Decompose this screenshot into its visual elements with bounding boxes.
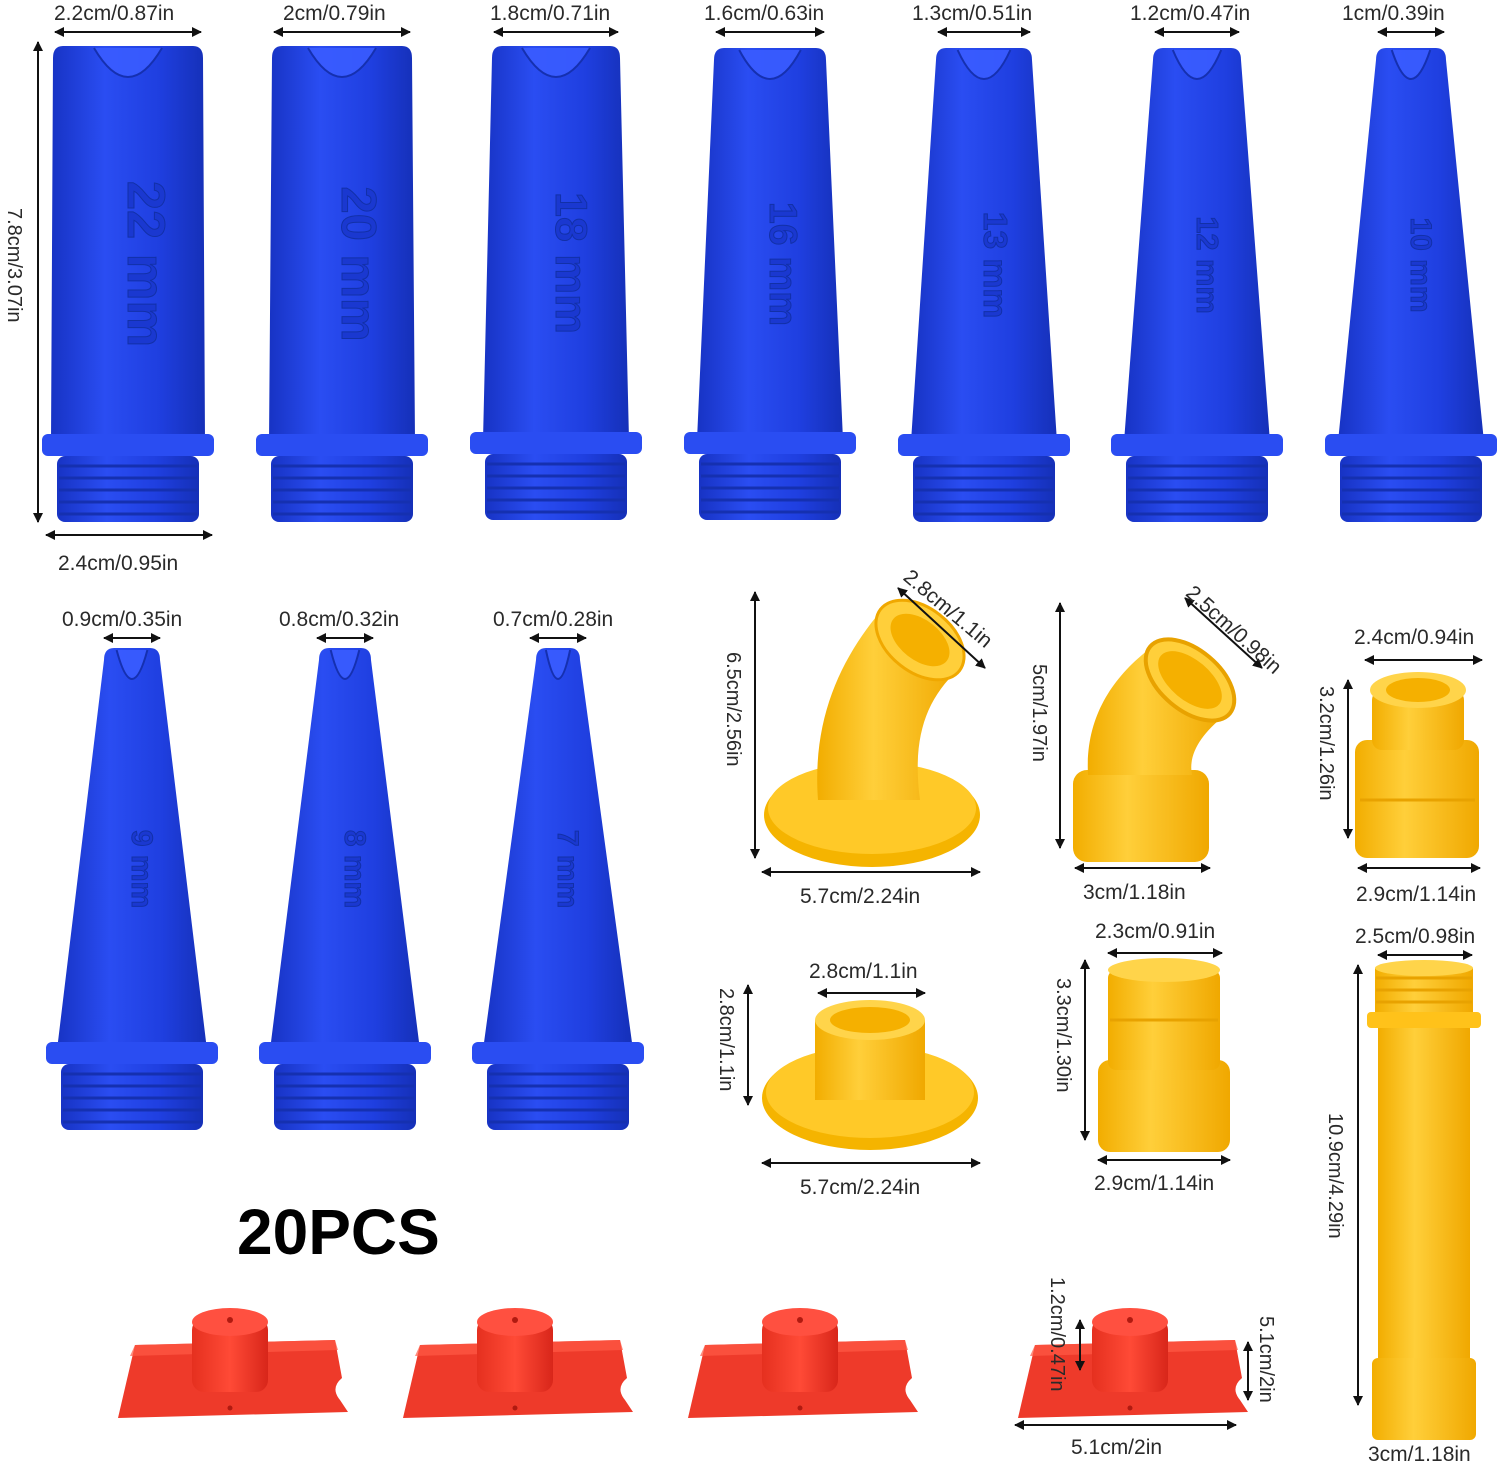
nozzle-size-engraving: 10 mm xyxy=(1404,217,1437,312)
elbow-large-height-label: 6.5cm/2.56in xyxy=(722,652,744,767)
nozzle-18-width-label: 1.8cm/0.71in xyxy=(490,2,611,25)
nozzle-base-label: 2.4cm/0.95in xyxy=(58,552,179,575)
flange-base-label: 5.7cm/2.24in xyxy=(800,1176,921,1199)
nozzle-size-engraving: 12 mm xyxy=(1190,216,1225,314)
nozzle-size-engraving: 18 mm xyxy=(546,192,596,334)
nozzle-12-width-label: 1.2cm/0.47in xyxy=(1130,2,1251,25)
blue-nozzle-2: 20 mm xyxy=(256,27,428,522)
nozzle-8-width-label: 0.8cm/0.32in xyxy=(279,608,400,631)
flange-height-label: 2.8cm/1.1in xyxy=(715,988,737,1092)
blue-nozzle-row2-1: 9 mm xyxy=(46,648,218,1130)
quantity-badge: 20PCS xyxy=(237,1196,440,1268)
adapter-top-label: 2.4cm/0.94in xyxy=(1354,626,1475,649)
coupler-height-label: 3.3cm/1.30in xyxy=(1052,978,1074,1093)
yellow-adapter xyxy=(1355,672,1479,858)
nozzle-size-engraving: 22 mm xyxy=(116,181,175,347)
red-cap-1 xyxy=(118,1308,348,1418)
coupler-base-label: 2.9cm/1.14in xyxy=(1094,1172,1215,1195)
yellow-coupler xyxy=(1098,958,1230,1152)
nozzle-size-engraving: 16 mm xyxy=(761,202,804,326)
blue-nozzle-3: 18 mm xyxy=(470,27,642,520)
blue-nozzle-1: 22 mm xyxy=(42,27,214,522)
red-cap-2 xyxy=(403,1308,633,1418)
nozzle-height-label: 7.8cm/3.07in xyxy=(3,208,25,323)
red-cap-3 xyxy=(688,1308,918,1418)
tube-height-label: 10.9cm/4.29in xyxy=(1324,1113,1346,1239)
nozzle-10-width-label: 1cm/0.39in xyxy=(1342,2,1445,25)
cap-height-label: 1.2cm/0.47in xyxy=(1046,1277,1068,1392)
blue-nozzle-4: 16 mm xyxy=(684,27,856,520)
elbow-large-top-arrow xyxy=(897,587,986,669)
blue-nozzle-7: 10 mm xyxy=(1325,27,1497,522)
nozzle-22-width-label: 2.2cm/0.87in xyxy=(54,2,175,25)
blue-nozzles-row1: 22 mm 20 mm 18 mm 16 mm 13 mm 12 mm 10 mm xyxy=(42,27,1497,522)
blue-nozzle-row2-3: 7 mm xyxy=(472,648,644,1130)
yellow-tube xyxy=(1367,960,1481,1440)
nozzle-16-width-label: 1.6cm/0.63in xyxy=(704,2,825,25)
nozzle-size-engraving: 7 mm xyxy=(551,830,584,908)
nozzle-size-engraving: 13 mm xyxy=(976,212,1013,318)
blue-nozzle-6: 12 mm xyxy=(1111,27,1283,522)
yellow-elbow-small xyxy=(1073,637,1237,862)
nozzle-7-width-label: 0.7cm/0.28in xyxy=(493,608,614,631)
tube-base-label: 3cm/1.18in xyxy=(1368,1443,1471,1466)
nozzle-size-engraving: 9 mm xyxy=(125,830,158,908)
elbow-large-base-label: 5.7cm/2.24in xyxy=(800,885,921,908)
nozzle-size-engraving: 8 mm xyxy=(338,830,371,908)
yellow-elbow-large xyxy=(764,598,980,867)
elbow-small-top-arrow xyxy=(1184,597,1263,669)
nozzle-9-width-label: 0.9cm/0.35in xyxy=(62,608,183,631)
cap-depth-label: 5.1cm/2in xyxy=(1255,1316,1277,1403)
nozzle-13-width-label: 1.3cm/0.51in xyxy=(912,2,1033,25)
red-caps xyxy=(118,1308,1248,1418)
blue-nozzle-row2-2: 8 mm xyxy=(259,648,431,1130)
yellow-flange xyxy=(762,1000,978,1150)
elbow-small-base-label: 3cm/1.18in xyxy=(1083,881,1186,904)
coupler-top-label: 2.3cm/0.91in xyxy=(1095,920,1216,943)
tube-top-label: 2.5cm/0.98in xyxy=(1355,925,1476,948)
nozzle-20-width-label: 2cm/0.79in xyxy=(283,2,386,25)
elbow-small-height-label: 5cm/1.97in xyxy=(1028,664,1050,762)
blue-nozzle-5: 13 mm xyxy=(898,27,1070,522)
nozzle-size-engraving: 20 mm xyxy=(331,186,385,341)
adapter-base-label: 2.9cm/1.14in xyxy=(1356,883,1477,906)
cap-width-label: 5.1cm/2in xyxy=(1071,1436,1163,1459)
blue-nozzles-row2: 9 mm 8 mm 7 mm xyxy=(46,633,644,1130)
adapter-height-label: 3.2cm/1.26in xyxy=(1315,686,1337,801)
flange-top-label: 2.8cm/1.1in xyxy=(809,960,918,983)
